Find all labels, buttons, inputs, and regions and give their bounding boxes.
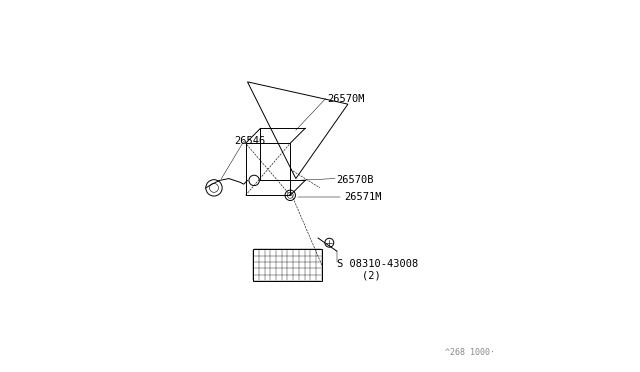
Text: 26570B: 26570B xyxy=(337,176,374,185)
Text: 26546: 26546 xyxy=(234,137,266,146)
Text: 26570M: 26570M xyxy=(328,94,365,103)
Text: S 08310-43008
    (2): S 08310-43008 (2) xyxy=(337,259,418,280)
Text: 26571M: 26571M xyxy=(344,192,381,202)
Text: ^268 1000·: ^268 1000· xyxy=(445,348,495,357)
